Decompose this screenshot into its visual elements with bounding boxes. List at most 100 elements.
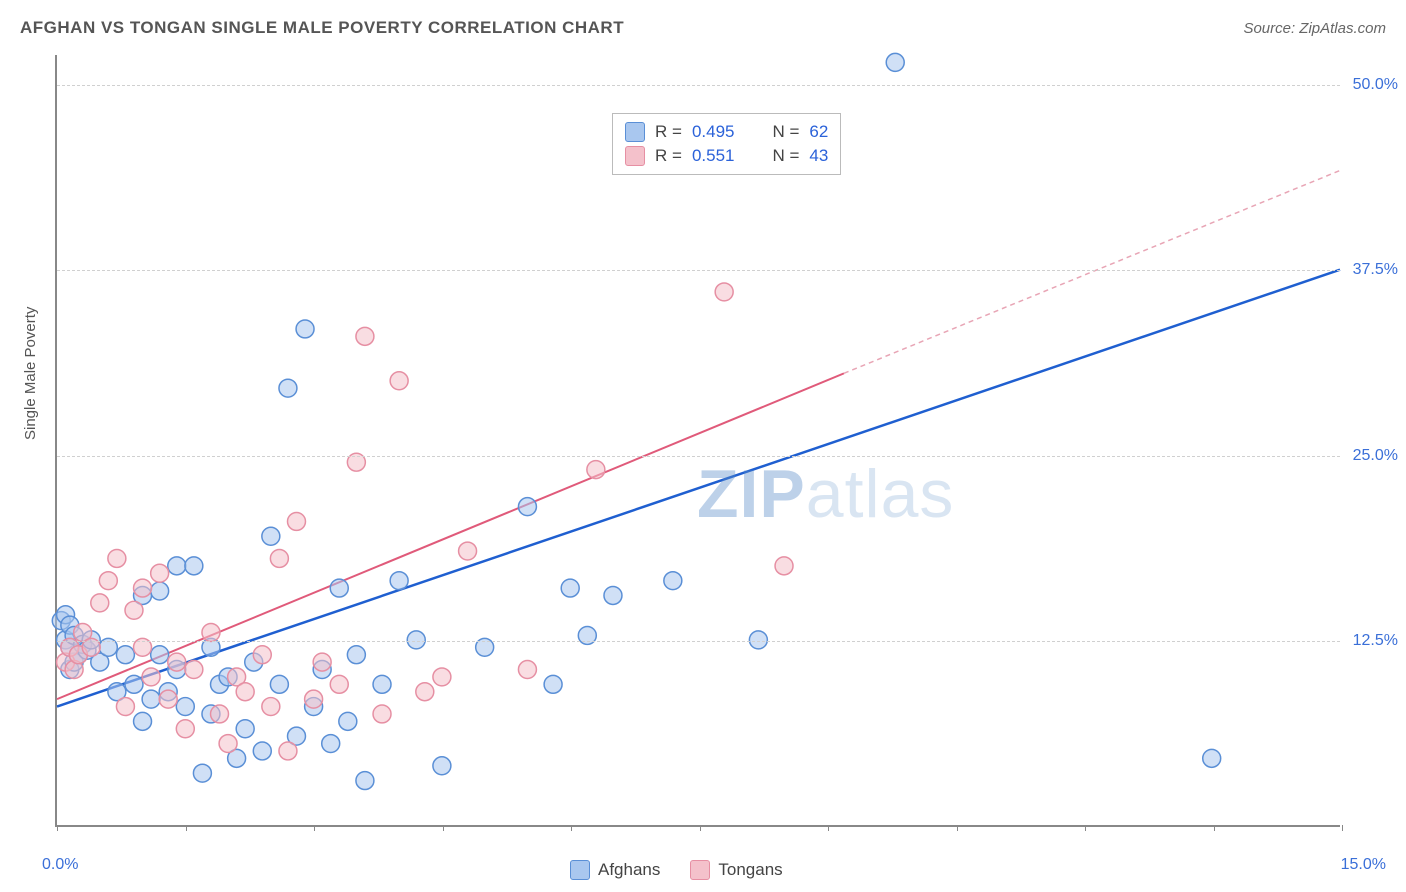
trend-line [57,373,844,699]
data-point [159,690,177,708]
data-point [202,624,220,642]
data-point [236,683,254,701]
data-point [279,742,297,760]
data-point [108,549,126,567]
y-tick-label: 25.0% [1353,447,1398,465]
swatch-series2 [625,146,645,166]
data-point [168,653,186,671]
data-point [262,698,280,716]
data-point [356,327,374,345]
data-point [305,690,323,708]
data-point [185,557,203,575]
n-value-2: 43 [809,146,828,166]
data-point [664,572,682,590]
data-point [211,705,229,723]
data-point [151,564,169,582]
data-point [176,720,194,738]
x-tick [186,825,187,831]
stat-legend-box: R = 0.495 N = 62 R = 0.551 N = 43 [612,113,841,175]
data-point [518,498,536,516]
data-point [775,557,793,575]
r-value-1: 0.495 [692,122,735,142]
x-axis-end-label: 15.0% [1341,856,1386,874]
n-label-2: N = [772,146,799,166]
legend-label-1: Afghans [598,860,660,880]
data-point [416,683,434,701]
data-point [604,587,622,605]
plot-area: 12.5%25.0%37.5%50.0% ZIPatlas R = 0.495 … [55,55,1340,827]
legend-item-1: Afghans [570,860,660,880]
x-axis-start-label: 0.0% [42,856,78,874]
x-tick [1214,825,1215,831]
data-point [373,705,391,723]
legend-label-2: Tongans [718,860,782,880]
data-point [279,379,297,397]
data-point [288,512,306,530]
data-point [262,527,280,545]
data-point [270,549,288,567]
data-point [373,675,391,693]
data-point [715,283,733,301]
x-tick [1085,825,1086,831]
x-tick [957,825,958,831]
data-point [749,631,767,649]
y-tick-label: 37.5% [1353,261,1398,279]
data-point [322,735,340,753]
r-label-1: R = [655,122,682,142]
x-tick [571,825,572,831]
data-point [407,631,425,649]
data-point [219,735,237,753]
data-point [330,579,348,597]
r-label-2: R = [655,146,682,166]
data-point [125,601,143,619]
legend-swatch-2 [690,860,710,880]
data-point [185,661,203,679]
data-point [587,461,605,479]
data-point [168,557,186,575]
data-point [99,572,117,590]
data-point [134,579,152,597]
swatch-series1 [625,122,645,142]
gridline [57,85,1340,86]
data-point [116,698,134,716]
data-point [330,675,348,693]
data-point [116,646,134,664]
data-point [253,742,271,760]
gridline [57,270,1340,271]
data-point [193,764,211,782]
y-tick-label: 12.5% [1353,632,1398,650]
y-tick-label: 50.0% [1353,76,1398,94]
data-point [518,661,536,679]
data-point [356,772,374,790]
data-point [142,690,160,708]
data-point [142,668,160,686]
data-point [433,668,451,686]
chart-container: AFGHAN VS TONGAN SINGLE MALE POVERTY COR… [0,0,1406,892]
x-tick [314,825,315,831]
stat-row-series1: R = 0.495 N = 62 [625,120,828,144]
source-text: Source: ZipAtlas.com [1243,20,1386,37]
title-row: AFGHAN VS TONGAN SINGLE MALE POVERTY COR… [20,18,1386,38]
data-point [176,698,194,716]
y-axis-label: Single Male Poverty [22,307,39,440]
data-point [134,712,152,730]
stat-row-series2: R = 0.551 N = 43 [625,144,828,168]
gridline [57,641,1340,642]
n-value-1: 62 [809,122,828,142]
data-point [270,675,288,693]
gridline [57,456,1340,457]
data-point [544,675,562,693]
data-point [347,646,365,664]
x-tick [700,825,701,831]
data-point [390,372,408,390]
legend-item-2: Tongans [690,860,782,880]
data-point [125,675,143,693]
x-tick [443,825,444,831]
data-point [390,572,408,590]
data-point [236,720,254,738]
data-point [886,53,904,71]
n-label-1: N = [772,122,799,142]
bottom-legend: Afghans Tongans [570,860,783,880]
data-point [253,646,271,664]
r-value-2: 0.551 [692,146,735,166]
